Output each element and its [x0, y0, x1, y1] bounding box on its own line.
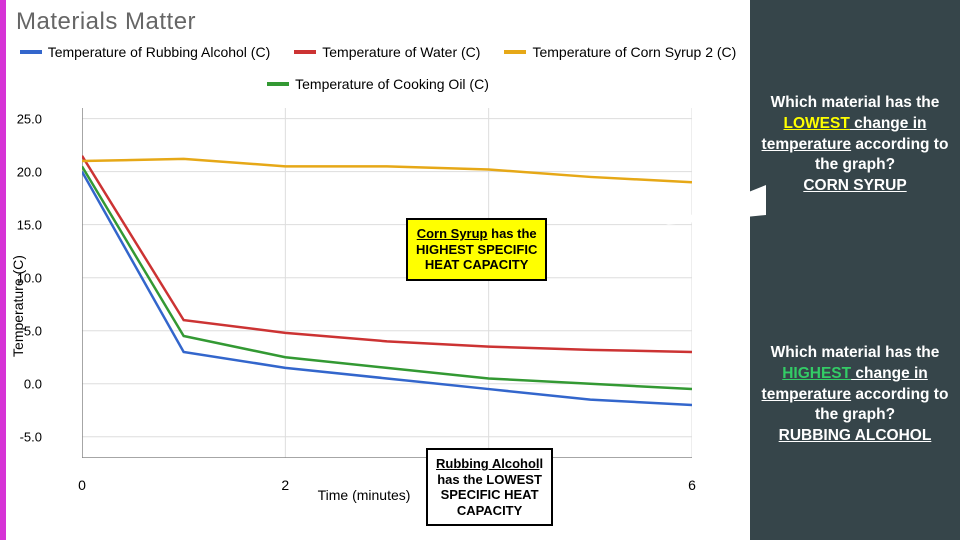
- legend-swatch: [20, 50, 42, 54]
- y-tick-label: 20.0: [17, 164, 42, 179]
- gridlines: [82, 108, 692, 458]
- corn-syrup-callout: Corn Syrup has theHIGHEST SPECIFICHEAT C…: [406, 218, 547, 281]
- rubbing-alcohol-callout: Rubbing Alcohollhas the LOWESTSPECIFIC H…: [426, 448, 553, 526]
- series-rubbing-alcohol: [82, 172, 692, 405]
- y-tick-label: 25.0: [17, 111, 42, 126]
- legend-swatch: [504, 50, 526, 54]
- legend-item: Temperature of Water (C): [294, 44, 480, 60]
- chart-wrap: Temperature (C) -5.00.05.010.015.020.025…: [24, 100, 704, 495]
- main-container: Materials Matter Temperature of Rubbing …: [6, 0, 960, 540]
- series-corn-syrup-2: [82, 159, 692, 182]
- series-lines: [82, 156, 692, 405]
- sidebar: Which material has the LOWEST change in …: [750, 0, 960, 540]
- callout-line: HIGHEST SPECIFIC: [416, 242, 537, 258]
- x-tick-label: 0: [78, 477, 86, 493]
- x-axis-label: Time (minutes): [318, 487, 411, 503]
- legend-item: Temperature of Rubbing Alcohol (C): [20, 44, 271, 60]
- x-tick-label: 6: [688, 477, 696, 493]
- legend-label: Temperature of Rubbing Alcohol (C): [48, 44, 271, 60]
- y-tick-label: 10.0: [17, 270, 42, 285]
- legend: Temperature of Rubbing Alcohol (C) Temper…: [16, 44, 740, 92]
- legend-label: Temperature of Water (C): [322, 44, 480, 60]
- callout-line: CAPACITY: [436, 503, 543, 519]
- legend-label: Temperature of Corn Syrup 2 (C): [532, 44, 736, 60]
- q-answer: CORN SYRUP: [803, 177, 906, 194]
- series-water: [82, 156, 692, 352]
- q-text: Which material has the: [771, 344, 940, 361]
- callout-line: HEAT CAPACITY: [416, 257, 537, 273]
- q-lowest: Which material has the LOWEST change in …: [760, 93, 950, 198]
- callout-line: SPECIFIC HEAT: [436, 487, 543, 503]
- q-emph: LOWEST: [784, 115, 850, 132]
- callout-line: Corn Syrup has the: [416, 226, 537, 242]
- q-highest: Which material has the HIGHEST change in…: [760, 343, 950, 448]
- line-chart: [82, 108, 692, 458]
- legend-swatch: [267, 82, 289, 86]
- y-tick-label: 0.0: [24, 376, 42, 391]
- callout-line: Rubbing Alcoholl: [436, 456, 543, 472]
- legend-item: Temperature of Corn Syrup 2 (C): [504, 44, 736, 60]
- q-emph: HIGHEST: [782, 365, 851, 382]
- page-title: Materials Matter: [16, 8, 740, 36]
- q-text: Which material has the: [771, 94, 940, 111]
- legend-label: Temperature of Cooking Oil (C): [295, 76, 489, 92]
- y-tick-label: 5.0: [24, 323, 42, 338]
- callout-line: has the LOWEST: [436, 472, 543, 488]
- x-tick-label: 2: [281, 477, 289, 493]
- y-tick-label: -5.0: [20, 429, 42, 444]
- chart-area: Materials Matter Temperature of Rubbing …: [6, 0, 750, 540]
- q-answer: RUBBING ALCOHOL: [779, 427, 932, 444]
- legend-item: Temperature of Cooking Oil (C): [267, 76, 489, 92]
- legend-swatch: [294, 50, 316, 54]
- y-tick-label: 15.0: [17, 217, 42, 232]
